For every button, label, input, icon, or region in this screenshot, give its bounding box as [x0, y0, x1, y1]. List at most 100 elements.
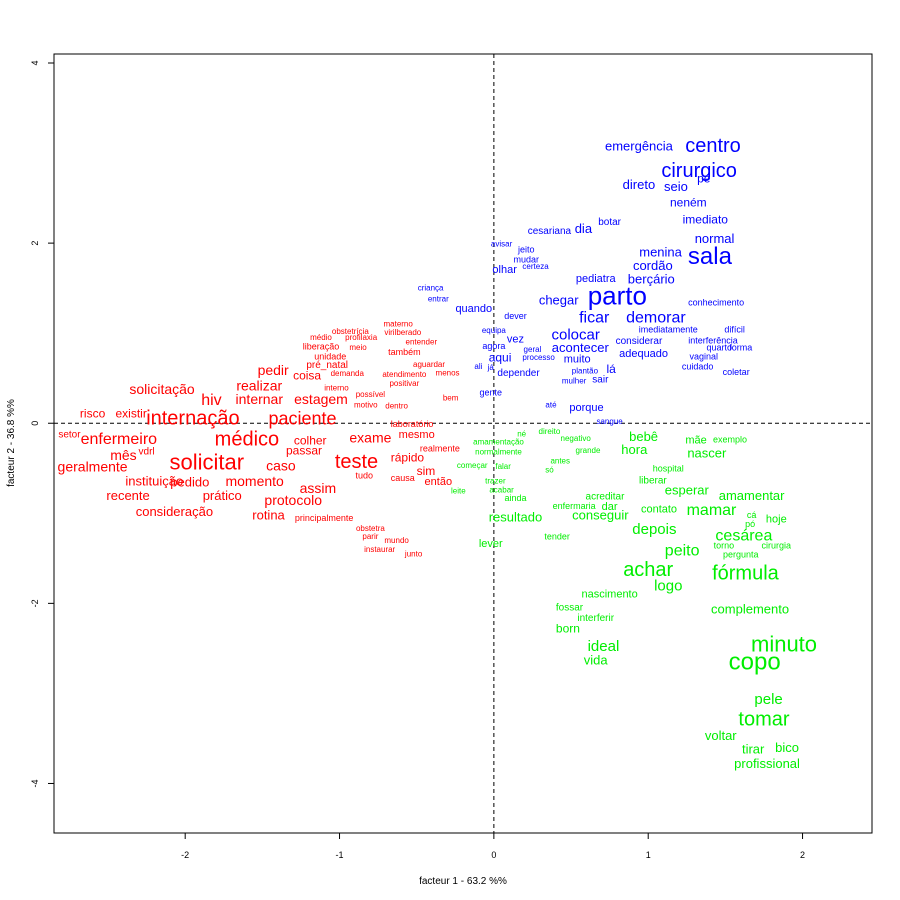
word-label-class3: achar	[623, 559, 673, 581]
word-label-class2: plantão	[572, 367, 599, 376]
word-label-class2: sangue	[596, 417, 623, 426]
word-label-class2: direto	[623, 177, 656, 192]
y-tick-label: 4	[30, 60, 40, 65]
word-label-class1: tudo	[355, 470, 373, 480]
word-label-class1: menos	[436, 368, 460, 377]
word-label-class2: dever	[504, 311, 527, 321]
y-axis-label: facteur 2 - 36.8 %%	[6, 399, 17, 487]
word-label-class1: passar	[286, 443, 322, 457]
word-label-class2: aqui	[489, 350, 512, 364]
word-label-class3: exemplo	[713, 434, 747, 444]
word-label-class1: então	[425, 476, 453, 488]
word-label-class2: sair	[592, 375, 609, 386]
word-label-class2: jeito	[517, 244, 535, 254]
word-label-class1: caso	[266, 458, 296, 474]
word-label-class2: chegar	[539, 292, 579, 307]
word-label-class1: positivar	[389, 379, 419, 388]
word-label-class1: aguardar	[413, 360, 445, 369]
word-label-class2: conhecimento	[688, 298, 744, 308]
plot-frame	[53, 53, 873, 834]
word-label-class1: mesmo	[399, 429, 435, 441]
word-label-class3: leite	[451, 486, 466, 495]
word-label-class1: junto	[404, 549, 423, 558]
word-label-class3: tirar	[742, 742, 765, 757]
word-label-class1: pré_natal	[306, 360, 348, 371]
word-label-class1: risco	[80, 406, 106, 420]
word-label-class2: certeza	[522, 262, 549, 271]
word-label-class3: falar	[495, 462, 511, 471]
word-label-class3: esperar	[665, 482, 710, 497]
word-label-class2: botar	[598, 217, 621, 228]
word-label-class1: existir	[115, 406, 146, 420]
word-label-class1: momento	[225, 473, 284, 489]
word-label-class2: geral	[524, 345, 542, 354]
word-label-class3: cá	[747, 510, 757, 520]
word-label-class1: protocolo	[264, 492, 322, 508]
word-label-class2: cordão	[633, 258, 673, 273]
word-label-class2: menina	[639, 245, 682, 260]
word-label-class2: agora	[482, 341, 505, 351]
word-label-class1: motivo	[354, 401, 378, 410]
x-tick-label: -2	[181, 850, 189, 860]
word-label-class3: enfermaria	[553, 501, 596, 511]
word-label-class2: gente	[480, 388, 503, 398]
word-label-class3: depois	[632, 521, 676, 538]
word-label-class1: rotina	[252, 508, 285, 523]
word-label-class2: difícil	[724, 325, 745, 335]
word-label-class2: sala	[688, 243, 733, 270]
word-label-class3: amamentação	[473, 438, 524, 447]
word-label-class1: recente	[106, 488, 149, 503]
word-label-class3: complemento	[711, 601, 789, 616]
word-label-class2: acontecer	[552, 340, 610, 355]
word-label-class3: tender	[544, 532, 570, 542]
word-label-class3: born	[556, 622, 580, 636]
word-label-class1: virilberado	[384, 328, 421, 337]
word-label-class1: possível	[356, 390, 386, 399]
x-tick-label: -1	[336, 850, 344, 860]
word-label-class1: prático	[203, 488, 242, 503]
word-label-class1: laboratório	[391, 419, 434, 429]
word-label-class3: bico	[775, 740, 799, 755]
x-axis-label: facteur 1 - 63.2 %%	[419, 876, 507, 887]
y-tick-label: -4	[30, 779, 40, 787]
word-label-class2: colocar	[551, 326, 599, 343]
word-label-class1: exame	[349, 430, 391, 446]
word-label-class2: seio	[664, 179, 688, 194]
word-label-class1: dentro	[385, 402, 408, 411]
word-label-class1: assim	[300, 480, 337, 496]
word-label-class3: resultado	[489, 509, 542, 524]
word-label-class1: materno	[383, 320, 413, 329]
word-label-class2: centro	[685, 135, 741, 157]
word-label-class1: atendimento	[382, 370, 427, 379]
word-label-class1: pedido	[170, 474, 209, 489]
word-label-class1: solicitação	[129, 381, 195, 397]
y-tick-label: 0	[30, 421, 40, 426]
x-tick-label: 1	[646, 850, 651, 860]
word-label-class1: realizar	[236, 377, 282, 393]
word-label-class2: cirurgico	[661, 160, 737, 182]
word-label-class3: torno	[714, 541, 735, 551]
word-label-class1: sim	[417, 464, 436, 478]
word-label-class3: mamar	[687, 502, 737, 519]
word-label-class2: imediatamente	[639, 325, 698, 335]
word-label-class3: nascimento	[581, 588, 637, 600]
word-label-class2: olhar	[492, 264, 517, 276]
word-label-class3: pó	[745, 519, 755, 529]
word-label-class3: direito	[539, 427, 561, 436]
word-label-class1: entender	[406, 338, 438, 347]
word-label-class3: amamentar	[719, 488, 785, 503]
word-label-class3: bebê	[629, 429, 658, 444]
word-label-class2: quando	[455, 303, 492, 315]
word-label-class2: processo	[522, 353, 555, 362]
word-label-class2: cuidado	[682, 362, 714, 372]
word-label-class1: internar	[236, 391, 284, 407]
word-label-class3: hospital	[653, 463, 684, 473]
word-label-class3: acreditar	[586, 492, 626, 503]
word-label-class1: obstetra	[356, 524, 385, 533]
word-label-class3: minuto	[751, 631, 817, 656]
word-label-class2: entrar	[428, 294, 449, 303]
word-label-class3: peito	[665, 543, 700, 560]
word-label-class2: mulher	[562, 376, 587, 385]
word-label-class3: dar	[602, 501, 618, 513]
